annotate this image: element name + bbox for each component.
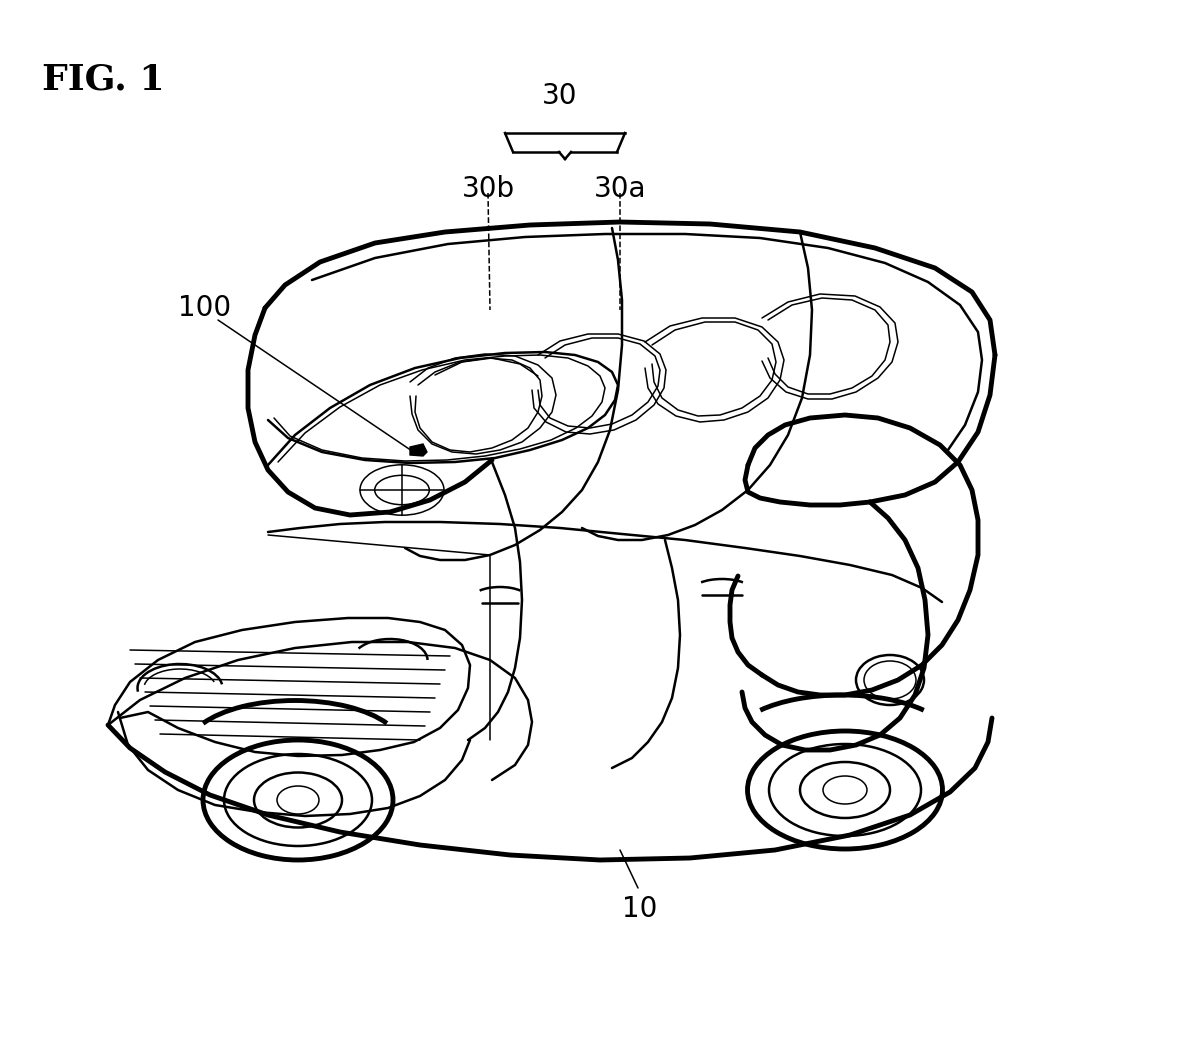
Text: 10: 10 — [623, 895, 657, 923]
Text: 30a: 30a — [593, 175, 646, 203]
Text: 100: 100 — [178, 294, 231, 322]
Polygon shape — [410, 444, 427, 456]
Text: 30b: 30b — [462, 175, 515, 203]
Text: 30: 30 — [542, 82, 578, 110]
Text: FIG. 1: FIG. 1 — [41, 62, 165, 96]
